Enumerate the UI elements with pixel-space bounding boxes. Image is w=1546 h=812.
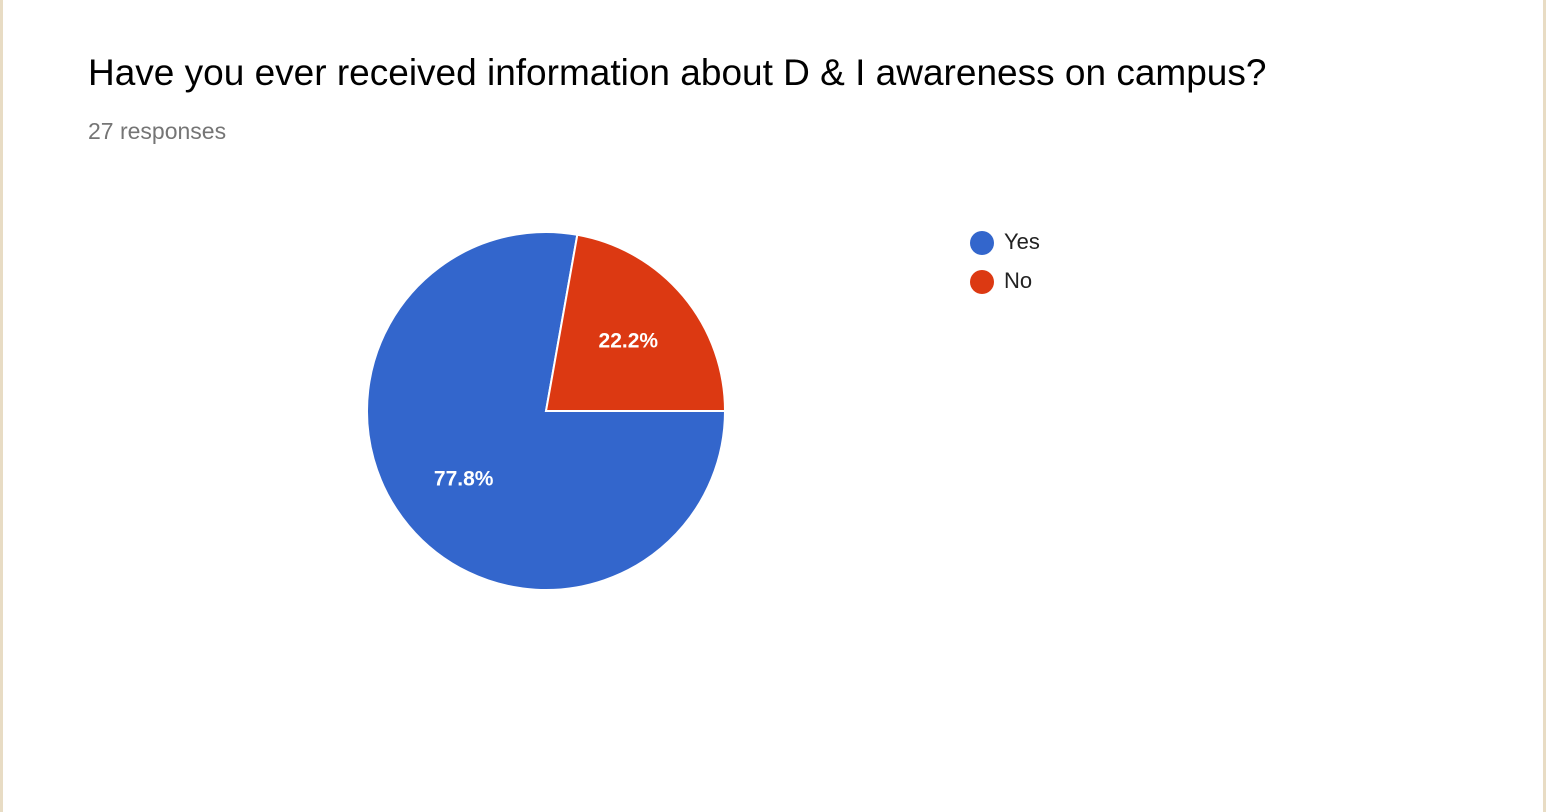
chart-title: Have you ever received information about…: [88, 52, 1266, 93]
slice-label: 77.8%: [434, 468, 494, 491]
slice-label: 22.2%: [599, 330, 659, 353]
pie-slice: [544, 233, 727, 412]
legend-label: No: [1004, 268, 1032, 293]
left-border: [0, 0, 3, 812]
legend-label: Yes: [1004, 229, 1040, 254]
right-border: [1543, 0, 1546, 812]
legend-swatch: [970, 270, 994, 294]
legend-swatch: [970, 231, 994, 255]
pie-slice: [366, 231, 727, 591]
chart-subtitle: 27 responses: [88, 118, 226, 144]
